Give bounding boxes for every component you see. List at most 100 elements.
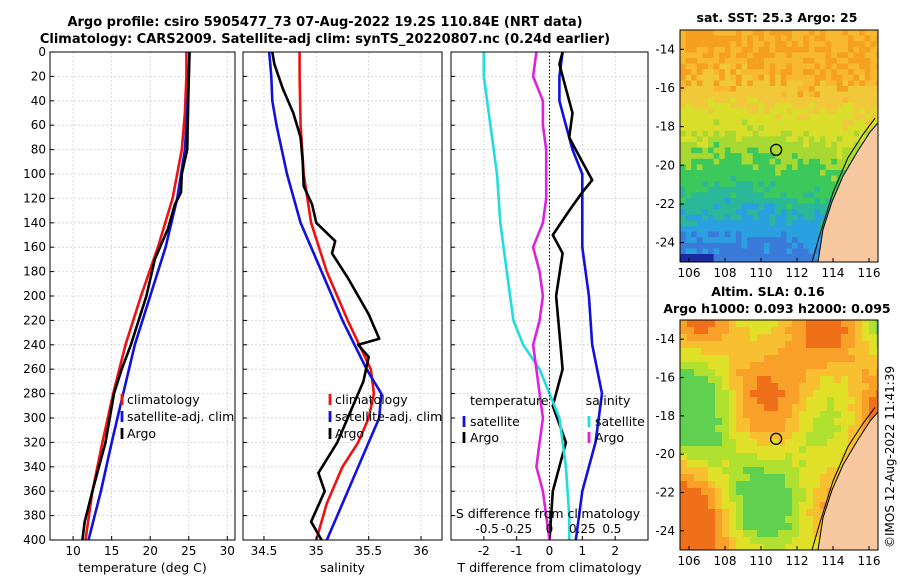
- map-cell: [680, 362, 688, 370]
- map-cell: [747, 35, 754, 42]
- map-cell: [859, 63, 866, 70]
- map-cell: [758, 125, 765, 132]
- map-cell: [775, 130, 782, 137]
- map-cell: [775, 209, 782, 216]
- map-cell: [792, 86, 799, 93]
- map-cell: [708, 348, 716, 356]
- x-tick-label: 20: [143, 544, 158, 558]
- map-cell: [694, 334, 702, 342]
- x-tick-label: 106: [678, 554, 701, 568]
- map-cell: [820, 153, 827, 160]
- map-cell: [764, 102, 771, 109]
- map-cell: [808, 102, 815, 109]
- figure-title-line1: Argo profile: csiro 5905477_73 07-Aug-20…: [67, 15, 583, 30]
- map-cell: [808, 46, 815, 53]
- map-cell: [769, 203, 776, 210]
- map-cell: [696, 35, 703, 42]
- map-cell: [708, 425, 716, 433]
- map-cell: [848, 425, 856, 433]
- map-cell: [869, 383, 877, 391]
- map-cell: [680, 97, 687, 104]
- x-tick-label: 112: [786, 266, 809, 280]
- map-cell: [680, 467, 688, 475]
- map-cell: [799, 439, 807, 447]
- map-cell: [764, 142, 771, 149]
- map-cell: [730, 102, 737, 109]
- map-cell: [680, 186, 687, 193]
- map-cell: [701, 327, 709, 335]
- map-cell: [836, 58, 843, 65]
- map-cell: [743, 362, 751, 370]
- map-cell: [722, 411, 730, 419]
- map-cell: [814, 97, 821, 104]
- x-tick-label: 106: [678, 266, 701, 280]
- map-cell: [848, 369, 856, 377]
- map-cell: [694, 390, 702, 398]
- map-cell: [730, 226, 737, 233]
- map-cell: [808, 35, 815, 42]
- map-cell: [876, 355, 878, 363]
- map-cell: [853, 46, 860, 53]
- map-cell: [786, 209, 793, 216]
- map-cell: [702, 186, 709, 193]
- map-cell: [797, 198, 804, 205]
- map-cell: [803, 242, 810, 249]
- map-cell: [841, 320, 849, 328]
- map-cell: [750, 425, 758, 433]
- map-cell: [713, 63, 720, 70]
- map-cell: [750, 348, 758, 356]
- map-cell: [715, 544, 723, 550]
- map-cell: [771, 509, 779, 517]
- map-cell: [870, 97, 877, 104]
- map-cell: [722, 453, 730, 461]
- map-cell: [724, 226, 731, 233]
- map-cell: [780, 198, 787, 205]
- map-cell: [769, 164, 776, 171]
- map-cell: [757, 334, 765, 342]
- map-cell: [799, 481, 807, 489]
- map-cell: [764, 530, 772, 538]
- map-cell: [736, 411, 744, 419]
- map-cell: [848, 74, 855, 81]
- map-cell: [808, 63, 815, 70]
- map-cell: [729, 341, 737, 349]
- map-cell: [764, 404, 772, 412]
- map-cell: [786, 164, 793, 171]
- y-tick-label: 0: [38, 45, 46, 59]
- map-cell: [729, 544, 737, 550]
- map-cell: [808, 192, 815, 199]
- map-cell: [797, 147, 804, 154]
- map-cell: [820, 348, 828, 356]
- map-cell: [696, 209, 703, 216]
- map-cell: [724, 214, 731, 221]
- map-cell: [813, 404, 821, 412]
- map-cell: [743, 425, 751, 433]
- map-cell: [713, 158, 720, 165]
- x-tick-label: 114: [822, 266, 845, 280]
- map-cell: [719, 74, 726, 81]
- map-cell: [680, 488, 688, 496]
- y-tick-label: -14: [655, 42, 675, 56]
- map-cell: [694, 460, 702, 468]
- map-cell: [806, 481, 814, 489]
- map-cell: [842, 46, 849, 53]
- map-cell: [792, 147, 799, 154]
- map-cell: [792, 453, 800, 461]
- map-cell: [775, 86, 782, 93]
- map-cell: [836, 108, 843, 115]
- map-cell: [775, 58, 782, 65]
- map-cell: [713, 136, 720, 143]
- map-cell: [806, 376, 814, 384]
- map-cell: [680, 175, 687, 182]
- legend-label: Argo: [335, 426, 364, 441]
- map-cell: [764, 209, 771, 216]
- map-cell: [825, 80, 832, 87]
- map-cell: [820, 209, 827, 216]
- map-cell: [848, 30, 855, 37]
- map-cell: [694, 537, 702, 545]
- map-cell: [771, 544, 779, 550]
- map-cell: [808, 186, 815, 193]
- map-cell: [797, 214, 804, 221]
- map-cell: [786, 46, 793, 53]
- map-cell: [702, 220, 709, 227]
